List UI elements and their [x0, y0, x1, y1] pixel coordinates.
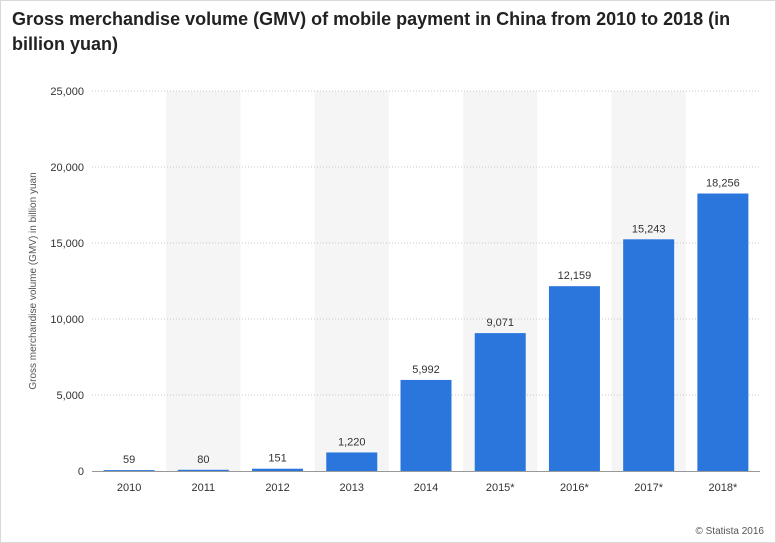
y-axis-ticks: 0 5,000 10,000 15,000 20,000 25,000 [50, 86, 84, 478]
y-tick-label: 0 [78, 466, 84, 478]
x-axis-ticks: 2010 2011 2012 2013 2014 2015* 2016* 2017* 2018* [117, 482, 738, 494]
x-tick-label: 2015* [486, 482, 515, 494]
bar-2013 [326, 452, 378, 471]
x-tick-label: 2018* [709, 482, 738, 494]
y-tick-label: 20,000 [50, 162, 84, 174]
data-label: 5,992 [412, 364, 440, 376]
x-tick-label: 2011 [192, 482, 216, 494]
bar-2014 [400, 379, 452, 471]
x-tick-label: 2012 [265, 482, 289, 494]
data-label: 9,071 [486, 317, 514, 329]
data-labels: 59 80 151 1,220 5,992 9,071 12,159 15,243 18,256 [123, 178, 740, 467]
band-2011 [166, 91, 241, 471]
y-tick-label: 25,000 [50, 86, 84, 98]
chart-title: Gross merchandise volume (GMV) of mobile… [12, 9, 731, 54]
data-label: 59 [123, 454, 135, 466]
x-tick-label: 2010 [117, 482, 141, 494]
bars [103, 193, 749, 472]
data-label: 151 [268, 453, 286, 465]
x-tick-label: 2014 [414, 482, 438, 494]
statista-credit: © Statista 2016 [695, 526, 764, 537]
bar-2012 [252, 468, 304, 471]
y-tick-label: 5,000 [56, 390, 84, 402]
bar-2011 [177, 469, 229, 471]
y-tick-label: 10,000 [50, 314, 84, 326]
x-tick-label: 2016* [560, 482, 589, 494]
data-label: 15,243 [632, 223, 666, 235]
bar-2010 [103, 470, 155, 471]
data-label: 18,256 [706, 178, 740, 190]
x-tick-label: 2017* [634, 482, 663, 494]
data-label: 1,220 [338, 436, 366, 448]
band-2013 [314, 91, 389, 471]
bar-2017* [623, 239, 675, 471]
gridlines [92, 90, 760, 396]
data-label: 12,159 [558, 270, 592, 282]
bar-2015* [474, 333, 526, 471]
y-tick-label: 15,000 [50, 238, 84, 250]
bar-2016* [548, 286, 600, 471]
y-axis-label: Gross merchandise volume (GMV) in billio… [28, 172, 39, 389]
bar-2018* [697, 193, 749, 472]
data-label: 80 [197, 454, 209, 466]
x-tick-label: 2013 [340, 482, 364, 494]
